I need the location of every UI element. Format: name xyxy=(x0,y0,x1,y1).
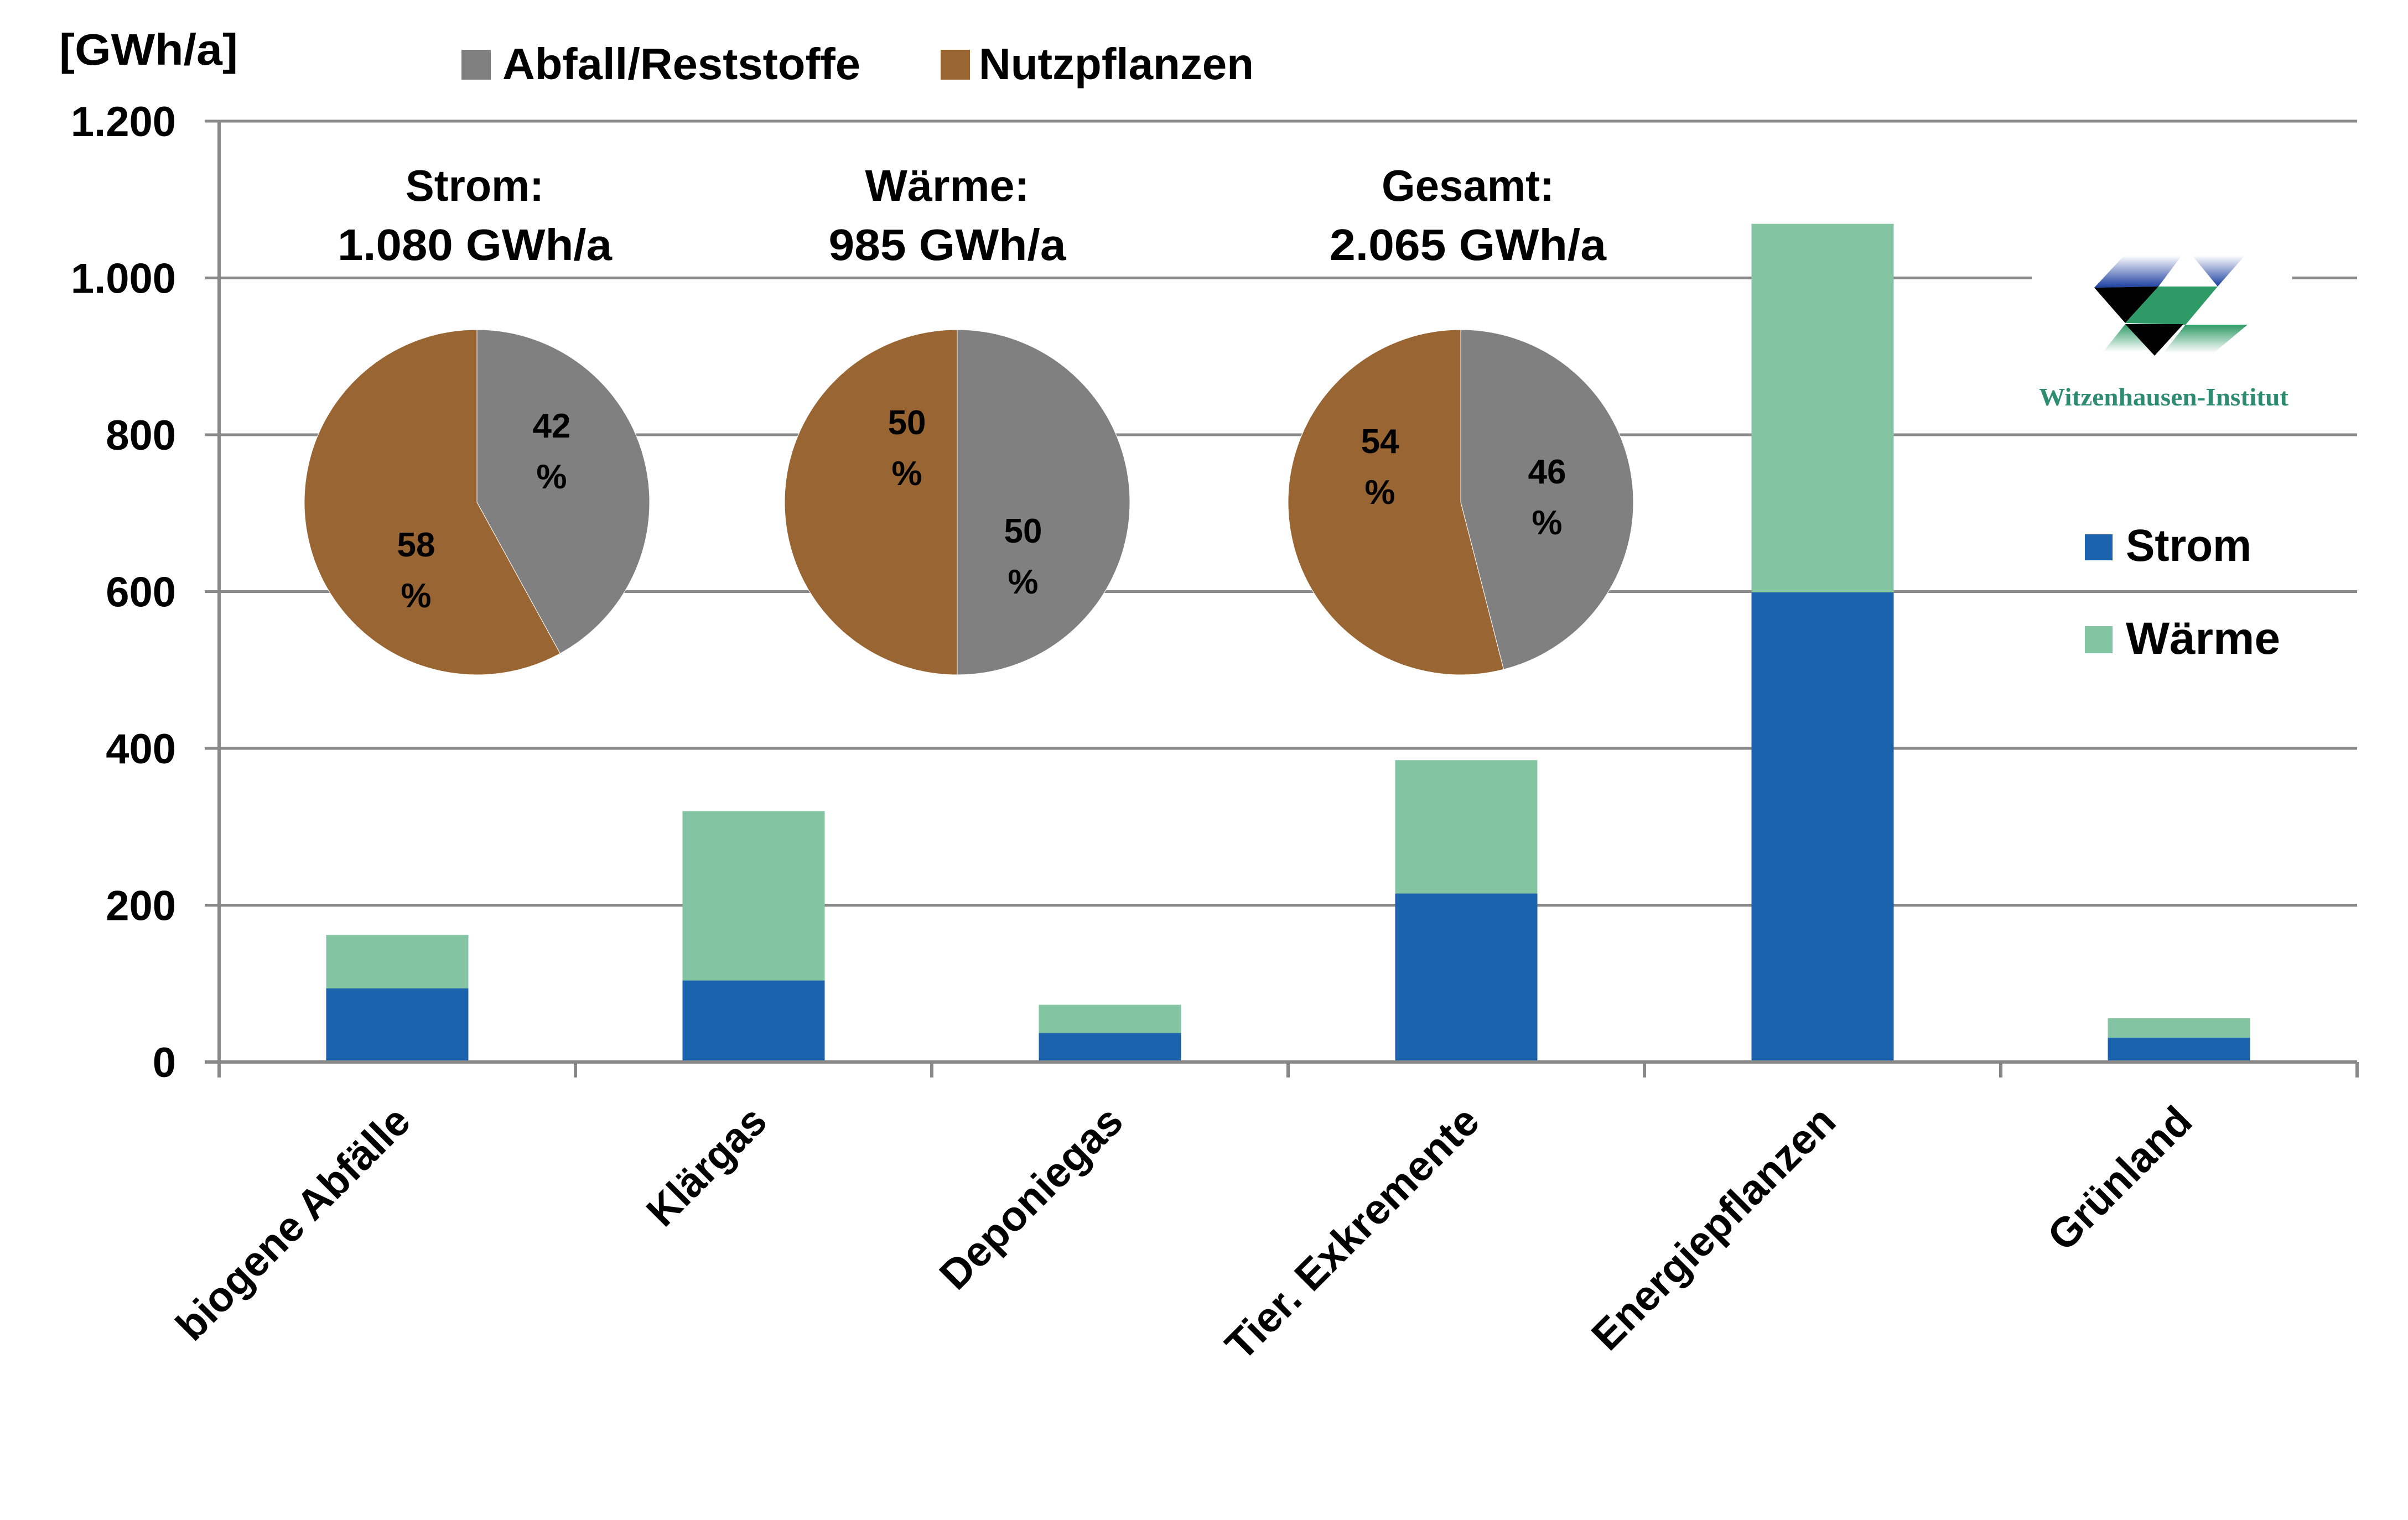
logo: Witzenhausen-Institut xyxy=(2032,243,2292,415)
bar-stack xyxy=(326,935,469,1062)
pie-data-label-unit: % xyxy=(891,455,922,493)
bar-waerme xyxy=(1395,760,1538,894)
pie-chart: Gesamt: 2.065 GWh/a 46% 54% xyxy=(1288,161,1634,675)
bar-waerme xyxy=(2108,1018,2250,1038)
logo-blue-band-right xyxy=(2192,256,2245,287)
x-tick-label: Deponiegas xyxy=(931,1097,1132,1299)
x-tick-label: Energiepflanzen xyxy=(1582,1097,1845,1360)
pie-slice-nutzpflanzen xyxy=(1288,329,1504,675)
bar-stack xyxy=(1395,760,1538,1062)
x-tick-label: Klärgas xyxy=(637,1097,776,1236)
x-tick-label: Grünland xyxy=(2039,1097,2201,1259)
bars xyxy=(326,223,2250,1062)
legend-swatch-nutzpflanzen xyxy=(941,50,970,80)
pie-chart: Strom: 1.080 GWh/a 42% 58% xyxy=(304,161,650,675)
pie-slice-abfall xyxy=(1460,329,1634,670)
pie-data-label-unit: % xyxy=(1008,563,1038,601)
legend-label-nutzpflanzen: Nutzpflanzen xyxy=(979,39,1254,89)
x-tick-label: biogene Abfälle xyxy=(167,1097,419,1350)
pie-slice-nutzpflanzen xyxy=(304,329,561,675)
logo-green-center xyxy=(2125,287,2218,325)
pie-data-label-unit: % xyxy=(1532,504,1562,542)
logo-text: Witzenhausen-Institut xyxy=(2039,383,2289,411)
bar-waerme xyxy=(326,935,469,988)
legend-label-strom: Strom xyxy=(2126,520,2251,571)
bar-stack xyxy=(2108,1018,2250,1062)
bar-stack xyxy=(1751,223,1894,1062)
y-tick-label: 1.000 xyxy=(71,256,176,303)
pie-data-label: 50 xyxy=(1004,512,1042,550)
logo-green-lower-left xyxy=(2103,324,2156,352)
y-tick-label: 0 xyxy=(153,1039,176,1086)
bar-strom xyxy=(682,980,825,1062)
bar-stack xyxy=(1039,1004,1181,1062)
legend-swatch-strom xyxy=(2085,534,2113,560)
pie-total: 2.065 GWh/a xyxy=(1330,220,1607,269)
bar-strom xyxy=(2108,1038,2250,1062)
y-tick-label: 800 xyxy=(106,412,176,459)
bar-strom xyxy=(1039,1033,1181,1062)
bar-waerme xyxy=(1039,1004,1181,1033)
y-tick-label: 1.200 xyxy=(71,98,176,145)
y-axis-labels: 0 200 400 600 800 1.000 1.200 xyxy=(71,98,176,1086)
bar-legend: Strom Wärme xyxy=(2085,520,2280,664)
pie-data-label-unit: % xyxy=(1364,473,1395,512)
pie-legend: Abfall/Reststoffe Nutzpflanzen xyxy=(461,39,1254,89)
logo-green-lower-right xyxy=(2163,325,2248,353)
pie-data-label-unit: % xyxy=(401,577,431,615)
pie-total: 985 GWh/a xyxy=(829,220,1067,269)
pie-insets: Strom: 1.080 GWh/a 42% 58% Wärme: 985 GWh/a 50… xyxy=(304,161,1634,675)
pie-legend-item-nutzpflanzen: Nutzpflanzen xyxy=(941,39,1254,89)
bar-waerme xyxy=(1751,223,1894,592)
y-axis-unit-label: [GWh/a] xyxy=(59,25,238,74)
pie-data-label: 42 xyxy=(533,407,571,445)
pie-data-label: 50 xyxy=(888,404,926,442)
bar-strom xyxy=(1395,893,1538,1062)
pie-data-label-unit: % xyxy=(536,458,567,496)
bar-strom xyxy=(326,988,469,1062)
legend-swatch-waerme xyxy=(2085,626,2113,653)
legend-label-abfall: Abfall/Reststoffe xyxy=(502,39,860,89)
y-tick-label: 600 xyxy=(106,569,176,616)
legend-swatch-abfall xyxy=(461,50,491,80)
pie-title: Strom: xyxy=(406,161,544,210)
pie-data-label: 54 xyxy=(1361,423,1399,461)
pie-chart: Wärme: 985 GWh/a 50% 50% xyxy=(784,161,1130,675)
pie-legend-item-abfall: Abfall/Reststoffe xyxy=(461,39,860,89)
x-tick-label: Tier. Exkremente xyxy=(1217,1097,1488,1369)
logo-black-upper xyxy=(2094,287,2158,323)
legend-label-waerme: Wärme xyxy=(2126,613,2280,664)
bar-legend-item-waerme: Wärme xyxy=(2085,613,2280,664)
bar-strom xyxy=(1751,592,1894,1062)
pie-total: 1.080 GWh/a xyxy=(338,220,613,269)
pie-title: Wärme: xyxy=(865,161,1030,210)
bar-legend-item-strom: Strom xyxy=(2085,520,2251,571)
logo-blue-band-left xyxy=(2094,256,2182,288)
x-axis-labels: biogene Abfälle Klärgas Deponiegas Tier. Ex… xyxy=(167,1097,2201,1369)
pie-slice-abfall xyxy=(476,329,650,654)
pie-slice-abfall xyxy=(957,329,1130,675)
pie-data-label: 58 xyxy=(397,526,435,564)
y-tick-label: 200 xyxy=(106,883,176,930)
bar-stack xyxy=(682,811,825,1062)
logo-black-lower xyxy=(2125,324,2183,356)
pie-title: Gesamt: xyxy=(1382,161,1554,210)
pie-slice-nutzpflanzen xyxy=(784,329,958,675)
axes xyxy=(205,121,2359,1077)
pie-data-label: 46 xyxy=(1528,453,1566,491)
bar-waerme xyxy=(682,811,825,981)
y-tick-label: 400 xyxy=(106,726,176,773)
